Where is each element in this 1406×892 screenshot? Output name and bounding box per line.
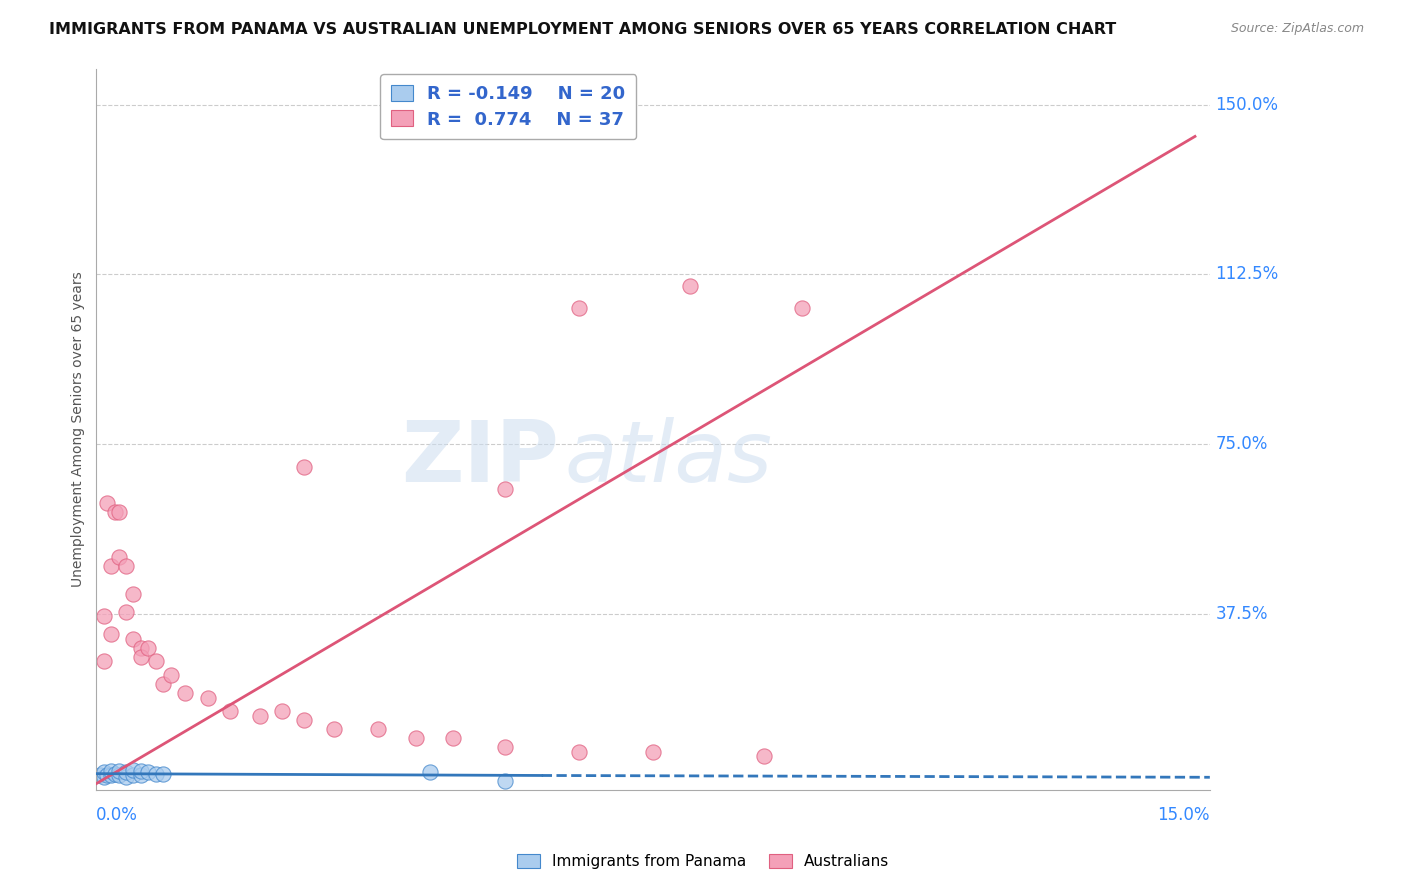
Point xyxy=(100,764,122,778)
Point xyxy=(249,708,271,723)
Point xyxy=(104,505,127,519)
Text: 0.0%: 0.0% xyxy=(97,806,138,824)
Point xyxy=(96,496,118,510)
Point xyxy=(641,745,664,759)
Point xyxy=(494,483,516,497)
Legend: R = -0.149    N = 20, R =  0.774    N = 37: R = -0.149 N = 20, R = 0.774 N = 37 xyxy=(381,74,637,139)
Point xyxy=(93,770,115,784)
Point xyxy=(122,763,145,777)
Point xyxy=(107,550,129,565)
Point xyxy=(174,686,197,700)
Point xyxy=(115,559,138,574)
Text: ZIP: ZIP xyxy=(401,417,558,500)
Text: 37.5%: 37.5% xyxy=(1215,605,1268,623)
Point xyxy=(679,278,702,293)
Point xyxy=(441,731,464,746)
Point xyxy=(100,559,122,574)
Point xyxy=(790,301,813,316)
Point xyxy=(292,459,315,474)
Point xyxy=(367,723,389,737)
Point xyxy=(107,768,129,782)
Point xyxy=(129,640,152,655)
Point xyxy=(96,767,118,781)
Point xyxy=(197,690,219,705)
Point xyxy=(405,731,427,746)
Text: 75.0%: 75.0% xyxy=(1215,435,1268,453)
Point xyxy=(152,766,174,780)
Point xyxy=(100,768,122,782)
Point xyxy=(271,704,294,718)
Point xyxy=(115,770,138,784)
Point xyxy=(129,649,152,664)
Point xyxy=(145,655,167,669)
Point xyxy=(136,640,159,655)
Point xyxy=(494,740,516,755)
Point xyxy=(122,767,145,781)
Point xyxy=(107,764,129,778)
Point xyxy=(494,774,516,789)
Point xyxy=(100,627,122,641)
Point xyxy=(104,766,127,780)
Point xyxy=(93,609,115,624)
Point xyxy=(219,704,242,718)
Point xyxy=(115,605,138,619)
Point xyxy=(129,768,152,782)
Point xyxy=(568,301,591,316)
Point xyxy=(159,668,181,682)
Point xyxy=(754,749,776,764)
Point xyxy=(122,586,145,600)
Legend: Immigrants from Panama, Australians: Immigrants from Panama, Australians xyxy=(510,848,896,875)
Y-axis label: Unemployment Among Seniors over 65 years: Unemployment Among Seniors over 65 years xyxy=(72,271,86,587)
Text: 15.0%: 15.0% xyxy=(1157,806,1209,824)
Text: Source: ZipAtlas.com: Source: ZipAtlas.com xyxy=(1230,22,1364,36)
Point xyxy=(419,765,441,780)
Point xyxy=(152,677,174,691)
Text: 112.5%: 112.5% xyxy=(1215,266,1278,284)
Text: IMMIGRANTS FROM PANAMA VS AUSTRALIAN UNEMPLOYMENT AMONG SENIORS OVER 65 YEARS CO: IMMIGRANTS FROM PANAMA VS AUSTRALIAN UNE… xyxy=(49,22,1116,37)
Point xyxy=(122,632,145,646)
Point xyxy=(89,767,111,781)
Text: 150.0%: 150.0% xyxy=(1215,95,1278,113)
Point xyxy=(292,713,315,727)
Point xyxy=(93,655,115,669)
Point xyxy=(93,765,115,780)
Point xyxy=(136,765,159,780)
Text: atlas: atlas xyxy=(564,417,772,500)
Point xyxy=(145,766,167,780)
Point xyxy=(129,764,152,778)
Point xyxy=(568,745,591,759)
Point xyxy=(115,765,138,780)
Point xyxy=(107,505,129,519)
Point xyxy=(322,723,344,737)
